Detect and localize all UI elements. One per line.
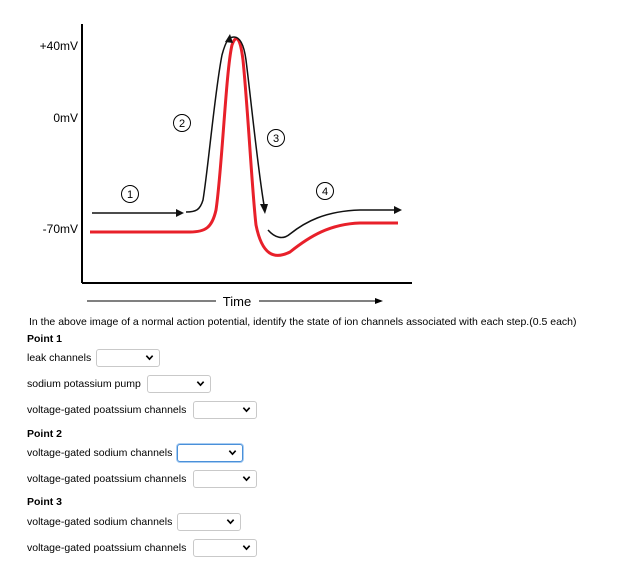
point-marker-4-label: 4 xyxy=(322,186,328,198)
chevron-down-icon xyxy=(242,476,251,482)
chevron-down-icon xyxy=(242,545,251,551)
y-label-minus70: -70mV xyxy=(43,222,78,236)
y-label-plus40: +40mV xyxy=(40,39,78,53)
chevron-down-icon xyxy=(145,355,154,361)
chevron-down-icon xyxy=(242,407,251,413)
row-label-vg-sodium-2: voltage-gated sodium channels xyxy=(27,447,173,459)
row-label-sodium-potassium-pump: sodium potassium pump xyxy=(27,378,141,390)
black-arrowhead-2 xyxy=(225,34,233,43)
select-leak-channels[interactable] xyxy=(96,349,160,367)
chevron-down-icon xyxy=(228,450,237,456)
row-label-vg-sodium-3: voltage-gated sodium channels xyxy=(27,516,173,528)
row-label-vg-potassium-2: voltage-gated poatssium channels xyxy=(27,473,187,485)
point-marker-3-label: 3 xyxy=(273,133,279,145)
select-vg-potassium-point-2[interactable] xyxy=(193,470,257,488)
row-label-leak-channels: leak channels xyxy=(27,352,92,364)
point-marker-2-label: 2 xyxy=(179,118,185,130)
action-potential-figure: +40mV 0mV -70mV 1 2 3 4 Time xyxy=(40,24,412,309)
point-marker-3: 3 xyxy=(267,129,285,147)
chevron-down-icon xyxy=(226,519,235,525)
row-label-vg-potassium-3: voltage-gated poatssium channels xyxy=(27,542,187,554)
black-curve-recovery xyxy=(267,209,394,239)
point-marker-2: 2 xyxy=(173,114,191,132)
select-sodium-potassium-pump[interactable] xyxy=(147,375,211,393)
black-arrowhead-3 xyxy=(260,204,268,214)
select-vg-sodium-point-2[interactable] xyxy=(177,444,243,462)
point-marker-4: 4 xyxy=(316,182,334,200)
section-title-point-1: Point 1 xyxy=(27,333,63,345)
section-title-point-2: Point 2 xyxy=(27,428,63,440)
black-arrowhead-4 xyxy=(394,206,402,214)
y-label-0: 0mV xyxy=(53,111,78,125)
black-arrowhead-1 xyxy=(176,209,184,217)
section-title-point-3: Point 3 xyxy=(27,496,63,508)
time-axis-arrowhead xyxy=(375,298,383,304)
point-marker-1: 1 xyxy=(121,185,139,203)
time-label: Time xyxy=(223,294,251,309)
select-vg-potassium-point-3[interactable] xyxy=(193,539,257,557)
row-label-vg-potassium-1: voltage-gated poatssium channels xyxy=(27,404,187,416)
chevron-down-icon xyxy=(196,381,205,387)
select-vg-sodium-point-3[interactable] xyxy=(177,513,241,531)
red-curve xyxy=(90,37,398,257)
question-prompt: In the above image of a normal action po… xyxy=(29,316,577,328)
point-marker-1-label: 1 xyxy=(127,189,133,201)
select-vg-potassium-point-1[interactable] xyxy=(193,401,257,419)
